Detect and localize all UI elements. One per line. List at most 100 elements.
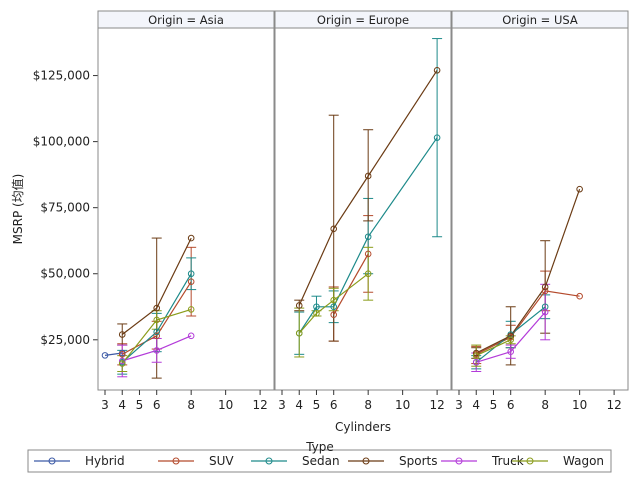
x-tick-label: 12 <box>606 398 621 412</box>
data-point-wagon <box>364 270 372 278</box>
data-point-sports <box>153 304 161 312</box>
data-point-sports <box>507 332 515 340</box>
series-line-sports <box>475 189 581 354</box>
data-point-truck <box>187 332 195 340</box>
legend-swatch-marker <box>265 457 273 465</box>
series-line-sedan <box>121 273 192 363</box>
series-line-wagon <box>298 273 369 334</box>
series-line-suv <box>333 253 369 315</box>
data-point-sedan <box>313 303 320 311</box>
y-tick-label: $125,000 <box>33 69 90 83</box>
legend-swatch-marker <box>362 457 370 465</box>
data-point-truck <box>118 357 126 365</box>
data-point-wagon <box>295 329 303 337</box>
x-tick-label: 8 <box>541 398 549 412</box>
data-point-sports <box>541 283 549 291</box>
data-point-wagon <box>330 296 338 304</box>
legend-swatch-marker <box>526 457 534 465</box>
panel-title: Origin = USA <box>502 13 578 27</box>
series-line-sports <box>121 237 192 335</box>
x-tick-label: 8 <box>364 398 372 412</box>
x-tick-label: 10 <box>218 398 233 412</box>
data-point-suv <box>153 332 161 340</box>
x-tick-label: 4 <box>472 398 480 412</box>
data-point-sedan <box>153 328 161 336</box>
legend-swatch-marker <box>455 457 463 465</box>
x-tick-label: 12 <box>252 398 267 412</box>
data-point-sedan <box>330 303 338 311</box>
data-point-sports <box>576 185 583 193</box>
data-point-sports <box>364 172 372 180</box>
data-point-truck <box>541 308 549 316</box>
legend-box <box>27 449 612 473</box>
x-tick-label: 6 <box>330 398 338 412</box>
data-point-wagon <box>187 306 195 313</box>
legend-entry-truck: Truck <box>491 454 524 468</box>
panel-title: Origin = Asia <box>148 13 224 27</box>
x-axis-title: Cylinders <box>335 420 391 434</box>
legend-entry-wagon: Wagon <box>563 454 604 468</box>
data-point-truck <box>153 347 161 354</box>
data-point-suv <box>187 278 195 285</box>
series-line-truck <box>122 335 192 362</box>
x-tick-label: 5 <box>313 398 321 412</box>
series-line-sedan <box>298 137 438 334</box>
x-tick-label: 4 <box>295 398 303 412</box>
data-point-sports <box>295 302 303 309</box>
legend-entry-sedan: Sedan <box>302 454 340 468</box>
x-tick-label: 5 <box>136 398 144 412</box>
x-tick-label: 6 <box>153 398 161 412</box>
panel-title: Origin = Europe <box>317 13 409 27</box>
panel-frame <box>274 27 452 391</box>
legend-entry-sports: Sports <box>399 454 437 468</box>
data-point-suv <box>330 311 338 318</box>
data-point-wagon <box>118 360 126 367</box>
data-point-hybrid <box>101 352 109 359</box>
data-point-truck <box>507 348 515 355</box>
x-tick-label: 4 <box>118 398 126 412</box>
legend-entry-hybrid: Hybrid <box>85 454 125 468</box>
series-line-suv <box>475 290 580 355</box>
legend-entry-suv: SUV <box>209 454 234 468</box>
x-tick-label: 3 <box>278 398 286 412</box>
data-point-sedan <box>433 134 441 141</box>
series-line-truck <box>476 311 546 363</box>
data-point-wagon <box>153 316 161 324</box>
x-tick-label: 10 <box>395 398 410 412</box>
data-point-suv <box>364 250 372 258</box>
legend-swatch-marker <box>48 457 56 465</box>
series-line-wagon <box>121 308 192 364</box>
legend-swatch-marker <box>172 457 180 465</box>
data-point-suv <box>541 287 549 295</box>
y-tick-label: $25,000 <box>40 333 90 347</box>
data-point-sports <box>118 331 126 338</box>
data-point-truck <box>472 358 480 366</box>
data-point-sports <box>472 349 480 357</box>
data-point-suv <box>576 292 583 300</box>
x-tick-label: 5 <box>490 398 498 412</box>
panel-frame <box>451 27 629 391</box>
data-point-sedan <box>364 233 372 241</box>
data-point-sedan <box>187 270 195 278</box>
x-tick-label: 12 <box>429 398 444 412</box>
y-tick-label: $75,000 <box>40 201 90 215</box>
data-point-sports <box>330 225 338 233</box>
data-point-wagon <box>507 336 515 344</box>
series-line-wagon <box>475 339 511 357</box>
legend-title: Type <box>305 440 334 454</box>
x-tick-label: 3 <box>101 398 109 412</box>
series-line-sports <box>298 69 438 306</box>
data-point-sports <box>433 66 441 74</box>
x-tick-label: 10 <box>572 398 587 412</box>
data-point-suv <box>118 351 126 358</box>
y-tick-label: $50,000 <box>40 267 90 281</box>
x-tick-label: 6 <box>507 398 515 412</box>
panel-frame <box>97 27 275 391</box>
data-point-sports <box>187 234 195 242</box>
data-point-wagon <box>313 310 320 317</box>
y-axis-title: MSRP (均值) <box>10 174 25 245</box>
x-tick-label: 3 <box>455 398 463 412</box>
y-tick-label: $100,000 <box>33 135 90 149</box>
